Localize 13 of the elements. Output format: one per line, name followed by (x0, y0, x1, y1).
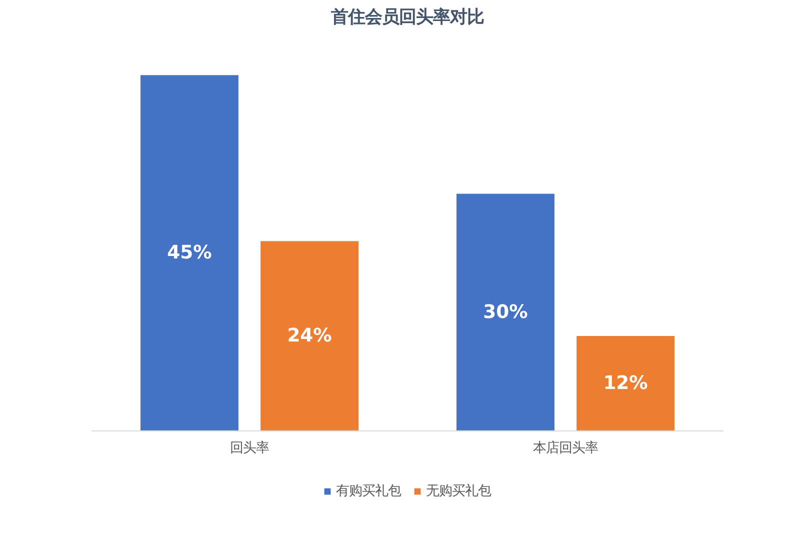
bar (576, 336, 675, 431)
data-label: 30% (483, 302, 528, 323)
legend-label: 有购买礼包 (336, 482, 401, 500)
legend-label: 无购买礼包 (426, 482, 491, 500)
bar (140, 75, 238, 431)
x-tick-label: 本店回头率 (533, 440, 598, 456)
bar (260, 241, 359, 431)
data-label: 24% (287, 325, 332, 346)
data-label: 45% (167, 242, 212, 264)
data-label: 12% (603, 372, 648, 394)
bar (456, 194, 554, 431)
chart-title: 首住会员回头率对比 (330, 8, 484, 28)
x-tick-label: 回头率 (230, 440, 269, 456)
